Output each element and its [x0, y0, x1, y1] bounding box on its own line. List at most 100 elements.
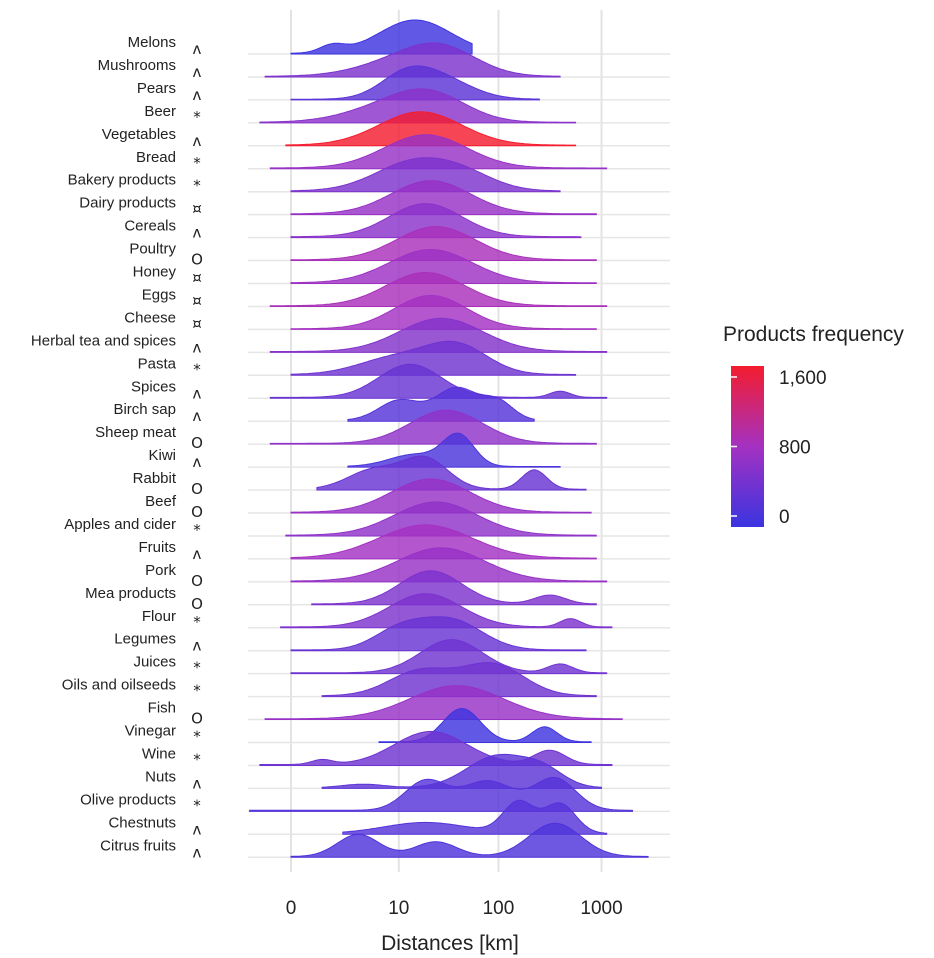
- x-axis-title: Distances [km]: [381, 932, 519, 955]
- ridge-cheese: [290, 294, 597, 330]
- ridge-sheep-meat: [269, 409, 597, 445]
- x-axis-ticks: 0 10 100 1000: [286, 898, 623, 919]
- significance-symbol: O: [191, 503, 203, 521]
- significance-symbol: O: [191, 251, 203, 269]
- category-label: Cheese: [124, 309, 176, 326]
- category-label: Beef: [145, 493, 177, 510]
- significance-symbol: O: [191, 710, 203, 728]
- significance-symbol: *: [193, 360, 201, 378]
- category-label: Beer: [144, 103, 176, 120]
- significance-symbol: ʌ: [193, 63, 202, 81]
- x-tick-label: 100: [483, 898, 515, 919]
- significance-symbol: ʌ: [193, 453, 202, 471]
- ridge-beer: [259, 88, 577, 124]
- category-label: Rabbit: [133, 470, 177, 487]
- significance-symbol: ¤: [192, 269, 202, 287]
- ridge-fruits: [290, 524, 597, 560]
- ridge-beef: [290, 478, 592, 514]
- ridge-kiwi: [347, 432, 561, 468]
- ridge-pears: [290, 65, 540, 101]
- category-label: Fish: [148, 700, 176, 717]
- category-label: Nuts: [145, 768, 176, 785]
- category-labels: Melons Mushrooms Pears Beer Vegetables Bread B…: [31, 34, 177, 854]
- category-label: Olive products: [80, 791, 176, 808]
- significance-symbol: *: [193, 108, 201, 126]
- ridge-wine: [259, 730, 613, 766]
- ridge-dairy-products: [290, 180, 597, 216]
- significance-symbol: *: [193, 177, 201, 195]
- category-label: Mea products: [85, 585, 176, 602]
- significance-symbol: ¤: [192, 200, 202, 218]
- ridge-bakery-products: [290, 157, 561, 193]
- ridge-legumes: [290, 616, 587, 652]
- ridge-cereals: [290, 203, 582, 239]
- ridge-chestnuts: [342, 799, 608, 835]
- category-label: Birch sap: [113, 401, 176, 418]
- legend-tick-label: 1,600: [779, 368, 827, 389]
- ridge-mea-products: [311, 570, 597, 606]
- significance-symbol: O: [191, 480, 203, 498]
- category-label: Honey: [133, 264, 177, 281]
- category-label: Eggs: [142, 286, 176, 303]
- category-label: Citrus fruits: [100, 837, 176, 854]
- ridges: [249, 19, 649, 858]
- category-label: Chestnuts: [108, 814, 176, 831]
- significance-symbol: ʌ: [193, 40, 202, 58]
- ridge-pasta: [290, 340, 577, 376]
- significance-symbol: ʌ: [193, 132, 202, 150]
- significance-symbol: ʌ: [193, 86, 202, 104]
- significance-symbol: O: [191, 595, 203, 613]
- significance-symbol: ʌ: [193, 384, 202, 402]
- ridge-nuts: [321, 753, 602, 789]
- significance-symbol: *: [193, 728, 201, 746]
- legend: Products frequency 1,600 800 0: [723, 323, 904, 528]
- category-label: Cereals: [124, 218, 176, 235]
- ridge-birch-sap: [347, 386, 535, 422]
- significance-symbol: ʌ: [193, 774, 202, 792]
- x-tick-label: 0: [286, 898, 297, 919]
- significance-symbol: O: [191, 572, 203, 590]
- ridge-juices: [290, 639, 608, 675]
- category-label: Bread: [136, 149, 176, 166]
- significance-symbol: ʌ: [193, 224, 202, 242]
- ridge-citrus-fruits: [290, 822, 649, 858]
- ridge-spices: [269, 363, 608, 399]
- significance-symbol: ʌ: [193, 843, 202, 861]
- ridge-poultry: [290, 225, 597, 262]
- significance-symbol: ʌ: [193, 338, 202, 356]
- category-label: Dairy products: [79, 195, 176, 212]
- ridge-honey: [290, 248, 597, 284]
- significance-symbol: ¤: [192, 314, 202, 332]
- significance-symbol: *: [193, 796, 201, 814]
- category-label: Bakery products: [68, 172, 176, 189]
- category-label: Wine: [142, 745, 176, 762]
- category-label: Poultry: [129, 241, 176, 258]
- significance-symbol: *: [193, 682, 201, 700]
- legend-tick-label: 0: [779, 507, 790, 528]
- category-label: Pasta: [138, 355, 177, 372]
- ridge-fish: [264, 684, 623, 721]
- ridge-pork: [290, 547, 608, 583]
- ridge-vegetables: [285, 111, 577, 147]
- category-label: Melons: [128, 34, 176, 51]
- x-tick-label: 1000: [580, 898, 622, 919]
- ridge-rabbit: [316, 455, 587, 491]
- category-label: Legumes: [114, 631, 176, 648]
- significance-symbol: ʌ: [193, 820, 202, 838]
- significance-symbol: *: [193, 613, 201, 631]
- ridge-bread: [269, 134, 608, 170]
- category-label: Oils and oilseeds: [62, 677, 176, 694]
- x-tick-label: 10: [388, 898, 409, 919]
- category-label: Kiwi: [148, 447, 176, 464]
- category-label: Herbal tea and spices: [31, 332, 176, 349]
- significance-symbol: ʌ: [193, 637, 202, 655]
- legend-title: Products frequency: [723, 323, 904, 346]
- ridge-eggs: [269, 271, 608, 307]
- category-label: Fruits: [139, 539, 177, 556]
- category-label: Sheep meat: [95, 424, 177, 441]
- ridge-mushrooms: [264, 42, 561, 78]
- category-label: Vegetables: [102, 126, 176, 143]
- category-label: Pears: [137, 80, 176, 97]
